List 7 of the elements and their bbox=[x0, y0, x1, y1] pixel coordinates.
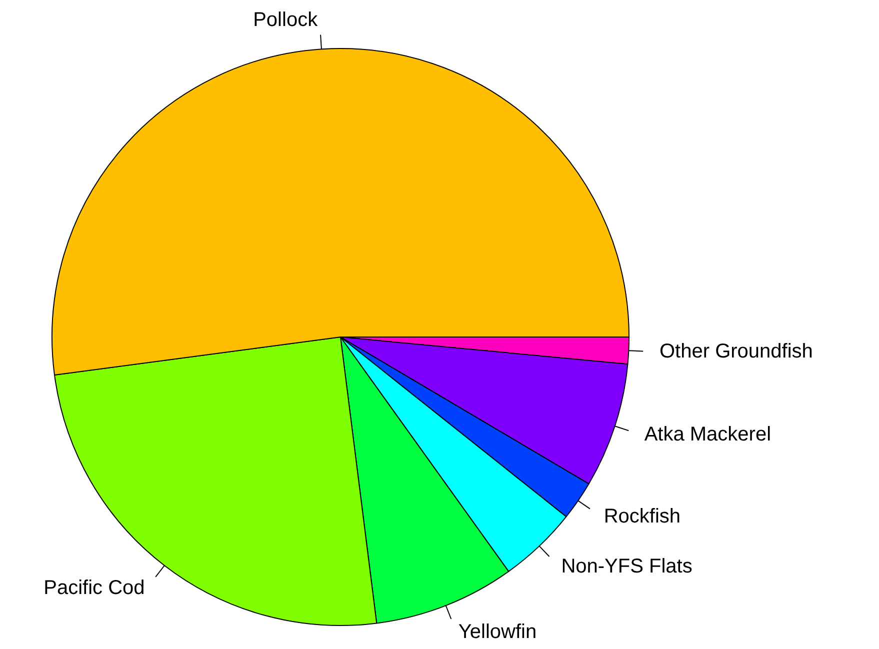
slice-label: Pollock bbox=[253, 8, 319, 31]
slice-label: Non-YFS Flats bbox=[561, 555, 692, 578]
slice-label: Yellowfin bbox=[458, 620, 537, 643]
slice-label: Other Groundfish bbox=[660, 340, 813, 362]
slice-label: Atka Mackerel bbox=[644, 424, 772, 446]
slice-label: Rockfish bbox=[604, 506, 681, 528]
slice-label: Pacific Cod bbox=[44, 576, 145, 599]
